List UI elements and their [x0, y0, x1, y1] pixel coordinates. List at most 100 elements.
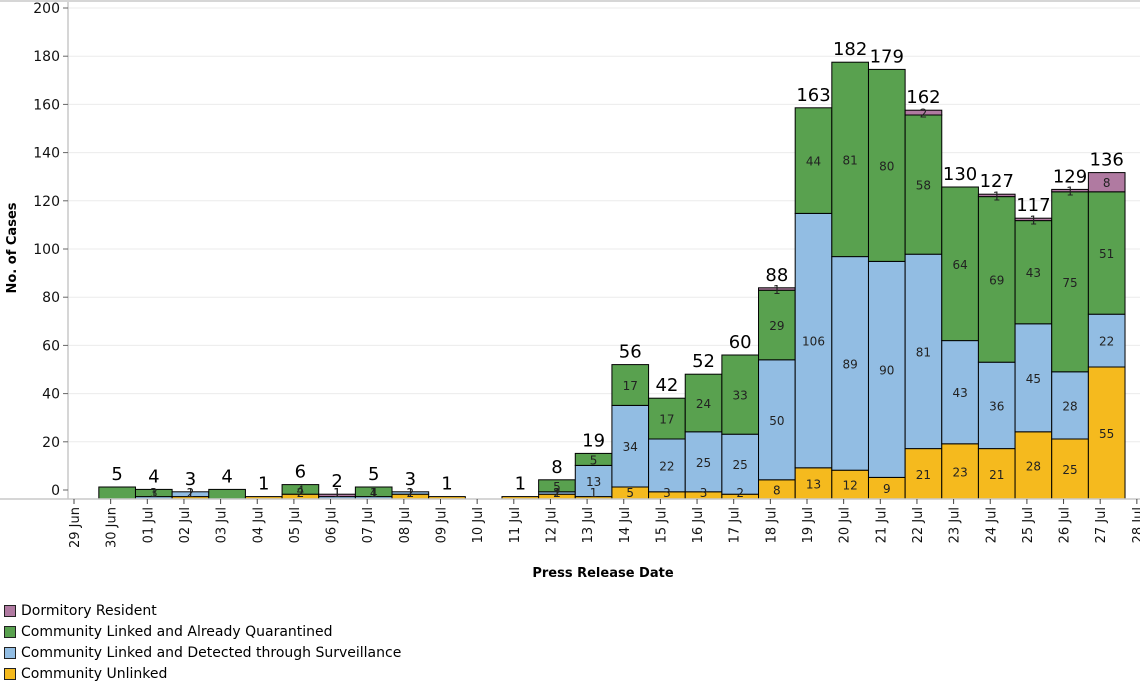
x-tick-label: 07 Jul	[361, 507, 376, 543]
bar-segment	[684, 431, 723, 493]
bar-segment	[1087, 313, 1126, 368]
x-tick-label: 18 Jul	[764, 507, 779, 543]
total-label: 136	[1090, 150, 1124, 171]
total-label: 130	[943, 164, 977, 185]
legend-item-linked-surveillance[interactable]: Community Linked and Detected through Su…	[4, 642, 401, 663]
legend-item-dormitory-resident[interactable]: Dormitory Resident	[4, 600, 401, 621]
segment-label: 13	[586, 475, 601, 489]
total-label: 19	[582, 430, 605, 451]
segment-label: 1	[993, 189, 1001, 203]
x-tick-label: 30 Jun	[105, 507, 120, 548]
segment-label: 12	[843, 479, 858, 493]
segment-label: 89	[843, 357, 858, 371]
segment-label: 2	[920, 107, 928, 121]
y-tick-label: 40	[42, 387, 60, 403]
segment-label: 28	[1026, 459, 1041, 473]
bar-segment	[758, 359, 796, 481]
segment-label: 1	[1066, 185, 1074, 199]
segment-label: 23	[952, 465, 967, 479]
segment-label: 25	[733, 458, 748, 472]
segment-label: 80	[879, 159, 894, 173]
x-tick-label: 24 Jul	[984, 507, 999, 543]
legend-swatch	[4, 625, 16, 638]
x-axis-label: Press Release Date	[532, 566, 673, 581]
segment-label: 1	[407, 486, 415, 500]
stacked-bar-chart: 13 12 24 11 14 21 215 1135534173221732524225338…	[0, 0, 1140, 581]
total-label: 162	[906, 87, 940, 108]
axes	[0, 0, 1140, 500]
segment-label: 1	[150, 486, 158, 500]
gridlines	[68, 7, 1140, 443]
bar-segment	[721, 354, 760, 435]
segment-label: 17	[659, 413, 674, 427]
total-label: 1	[441, 474, 452, 495]
legend-label: Community Unlinked	[21, 665, 168, 682]
legend-swatch	[4, 646, 16, 659]
x-tick-label: 04 Jul	[251, 507, 266, 543]
bar-segment	[794, 467, 833, 500]
y-tick-label: 80	[42, 290, 60, 306]
bar-segment	[611, 404, 650, 488]
total-label: 182	[833, 39, 867, 60]
total-label: 52	[692, 351, 715, 372]
bar-segment	[904, 253, 943, 450]
segment-label: 36	[989, 399, 1004, 413]
x-tick-label: 11 Jul	[508, 507, 523, 543]
bar-segment	[611, 364, 650, 406]
legend-item-community-unlinked[interactable]: Community Unlinked	[4, 663, 401, 684]
bar-segment	[794, 107, 833, 214]
legend-item-linked-quarantined[interactable]: Community Linked and Already Quarantined	[4, 621, 401, 642]
y-tick-label: 200	[33, 1, 60, 17]
bar-segment	[391, 491, 430, 495]
x-tick-label: 05 Jul	[288, 507, 303, 543]
segment-label: 43	[1026, 266, 1041, 280]
x-tick-label: 10 Jul	[471, 507, 486, 543]
x-tick-label: 21 Jul	[874, 507, 889, 543]
bar-segment	[977, 193, 1016, 198]
segment-label: 1	[773, 283, 781, 297]
total-label: 4	[148, 466, 159, 487]
segment-label: 81	[843, 153, 858, 167]
total-label: 6	[295, 462, 306, 483]
x-tick-label: 08 Jul	[398, 507, 413, 543]
segment-label: 1	[333, 486, 341, 500]
segment-label: 45	[1026, 372, 1041, 386]
segment-label: 4	[370, 486, 378, 500]
segment-label: 75	[1062, 276, 1077, 290]
y-tick-label: 20	[42, 435, 60, 451]
segment-label: 4	[297, 483, 305, 497]
y-tick-label: 120	[33, 194, 60, 210]
x-tick-label: 22 Jul	[911, 507, 926, 543]
segment-label: 81	[916, 345, 931, 359]
total-label: 4	[221, 466, 232, 487]
segment-label: 1	[370, 486, 378, 500]
x-tick-label: 23 Jul	[948, 507, 963, 543]
x-tick-label: 17 Jul	[728, 507, 743, 543]
segment-label: 55	[1099, 427, 1114, 441]
segment-label: 51	[1099, 247, 1114, 261]
segment-label: 21	[916, 468, 931, 482]
bar-segment	[1087, 191, 1126, 315]
segment-label: 22	[659, 459, 674, 473]
total-label: 179	[870, 46, 904, 67]
x-tick-label: 15 Jul	[654, 507, 669, 543]
legend-label: Dormitory Resident	[21, 602, 157, 619]
bar-segment	[904, 109, 943, 116]
x-tick-label: 25 Jul	[1021, 507, 1036, 543]
total-label: 163	[796, 85, 830, 106]
segment-label: 90	[879, 363, 894, 377]
bar-segment	[941, 340, 979, 445]
segment-label: 1	[187, 486, 195, 500]
total-label: 129	[1053, 166, 1087, 187]
x-tick-label: 13 Jul	[581, 507, 596, 543]
bar-segment	[1087, 366, 1126, 500]
legend: Dormitory Resident Community Linked and …	[4, 600, 401, 684]
legend-label: Community Linked and Detected through Su…	[21, 644, 402, 661]
bar-segment	[831, 256, 869, 471]
x-tick-label: 19 Jul	[801, 507, 816, 543]
segment-label: 24	[696, 397, 711, 411]
segment-label: 2	[187, 486, 195, 500]
total-label: 3	[185, 469, 196, 490]
bar-segment	[867, 260, 906, 478]
segment-label: 17	[623, 379, 638, 393]
